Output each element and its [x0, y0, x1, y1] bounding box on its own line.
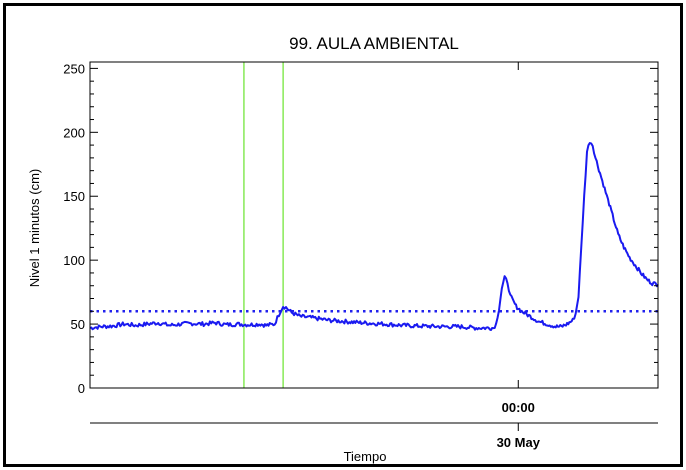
- y-tick-label: 50: [71, 317, 85, 332]
- chart-svg: 99. AULA AMBIENTAL Nivel 1 minutos (cm) …: [27, 34, 659, 464]
- chart-frame: 99. AULA AMBIENTAL Nivel 1 minutos (cm) …: [3, 3, 683, 467]
- x-tick-label: 00:00: [502, 400, 535, 415]
- x-axis-label: Tiempo: [344, 449, 387, 464]
- y-tick-label: 250: [63, 61, 85, 76]
- plot-area-border: [89, 61, 659, 389]
- x-date-label: 30 May: [497, 435, 541, 450]
- y-tick-label: 200: [63, 125, 85, 140]
- series-line: [89, 142, 659, 331]
- y-tick-label: 150: [63, 189, 85, 204]
- chart-title: 99. AULA AMBIENTAL: [289, 34, 459, 53]
- y-axis-label: Nivel 1 minutos (cm): [27, 169, 42, 287]
- y-tick-label: 100: [63, 253, 85, 268]
- y-tick-label: 0: [78, 381, 85, 396]
